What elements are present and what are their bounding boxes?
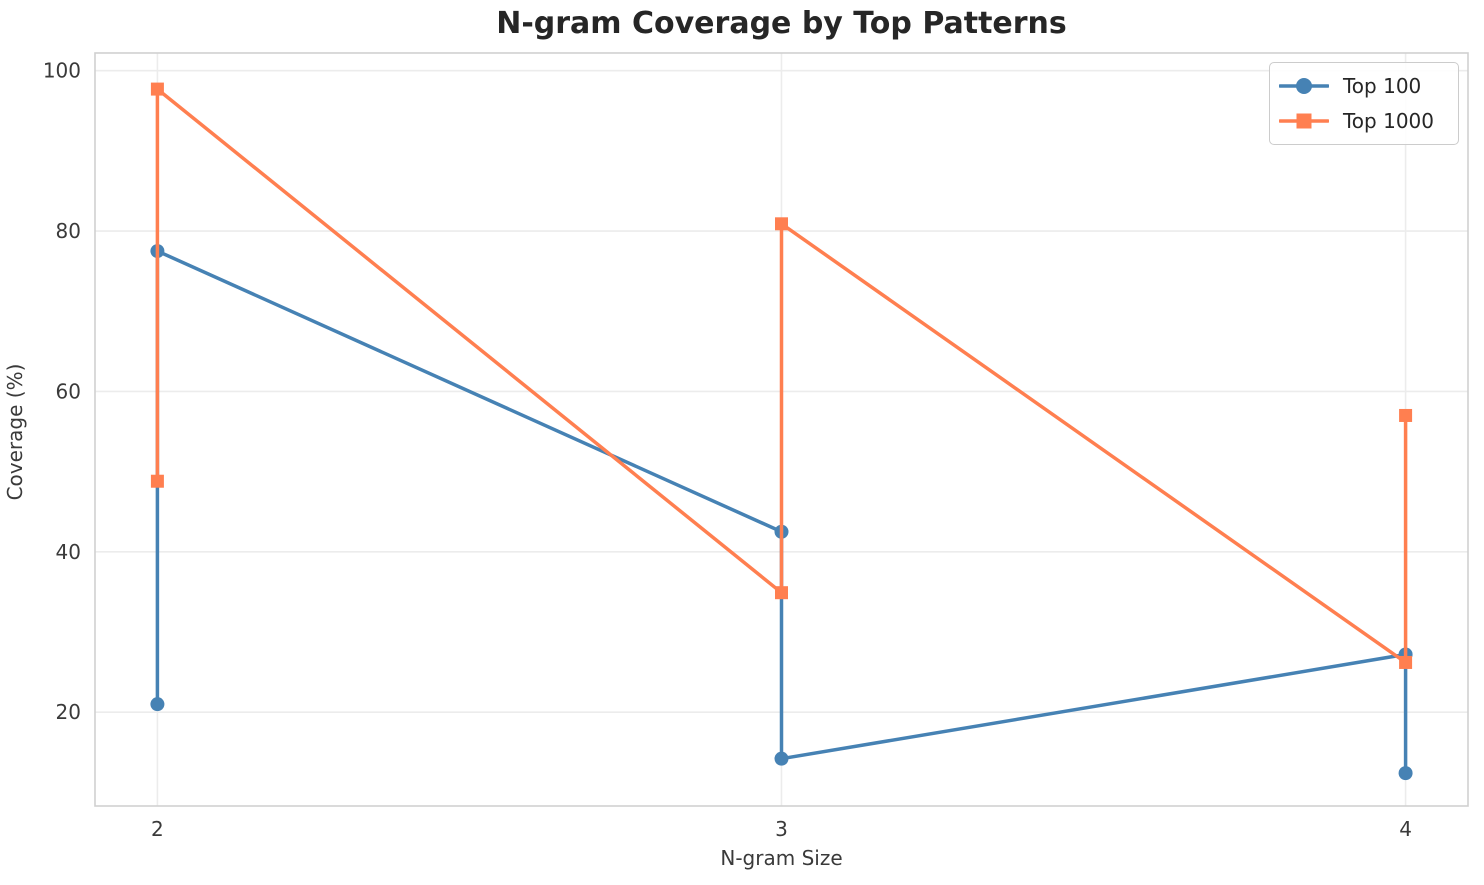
legend-line-square-icon bbox=[1278, 113, 1329, 129]
y-tick-label: 20 bbox=[56, 700, 81, 724]
marker-square bbox=[1399, 408, 1413, 422]
marker-square bbox=[775, 586, 788, 600]
marker-square bbox=[150, 474, 164, 488]
legend: Top 100 Top 1000 bbox=[1268, 62, 1459, 145]
x-axis-label: N-gram Size bbox=[720, 846, 843, 870]
marker-square bbox=[1399, 655, 1413, 669]
legend-label: Top 1000 bbox=[1342, 109, 1434, 133]
y-tick-label: 80 bbox=[56, 219, 81, 243]
marker-circle bbox=[774, 751, 789, 766]
legend-item-top-100: Top 100 bbox=[1278, 72, 1434, 100]
y-axis-label: Coverage (%) bbox=[3, 363, 27, 501]
legend-item-top-1000: Top 1000 bbox=[1278, 107, 1434, 135]
marker-square bbox=[150, 82, 164, 96]
plot-spines bbox=[94, 52, 1469, 807]
x-tick-label: 4 bbox=[1399, 817, 1412, 841]
y-tick-label: 40 bbox=[56, 540, 81, 564]
legend-label: Top 100 bbox=[1342, 74, 1422, 98]
y-tick-label: 100 bbox=[43, 59, 81, 83]
marker-square bbox=[775, 217, 788, 231]
y-tick-label: 60 bbox=[56, 379, 81, 403]
marker-circle bbox=[150, 697, 165, 712]
marker-circle bbox=[1398, 766, 1413, 781]
legend-line-circle-icon bbox=[1278, 78, 1329, 94]
series-line-top-1000 bbox=[155, 87, 1408, 665]
x-tick-label: 2 bbox=[151, 817, 164, 841]
x-tick-label: 3 bbox=[775, 817, 788, 841]
chart-title: N-gram Coverage by Top Patterns bbox=[496, 6, 1067, 41]
